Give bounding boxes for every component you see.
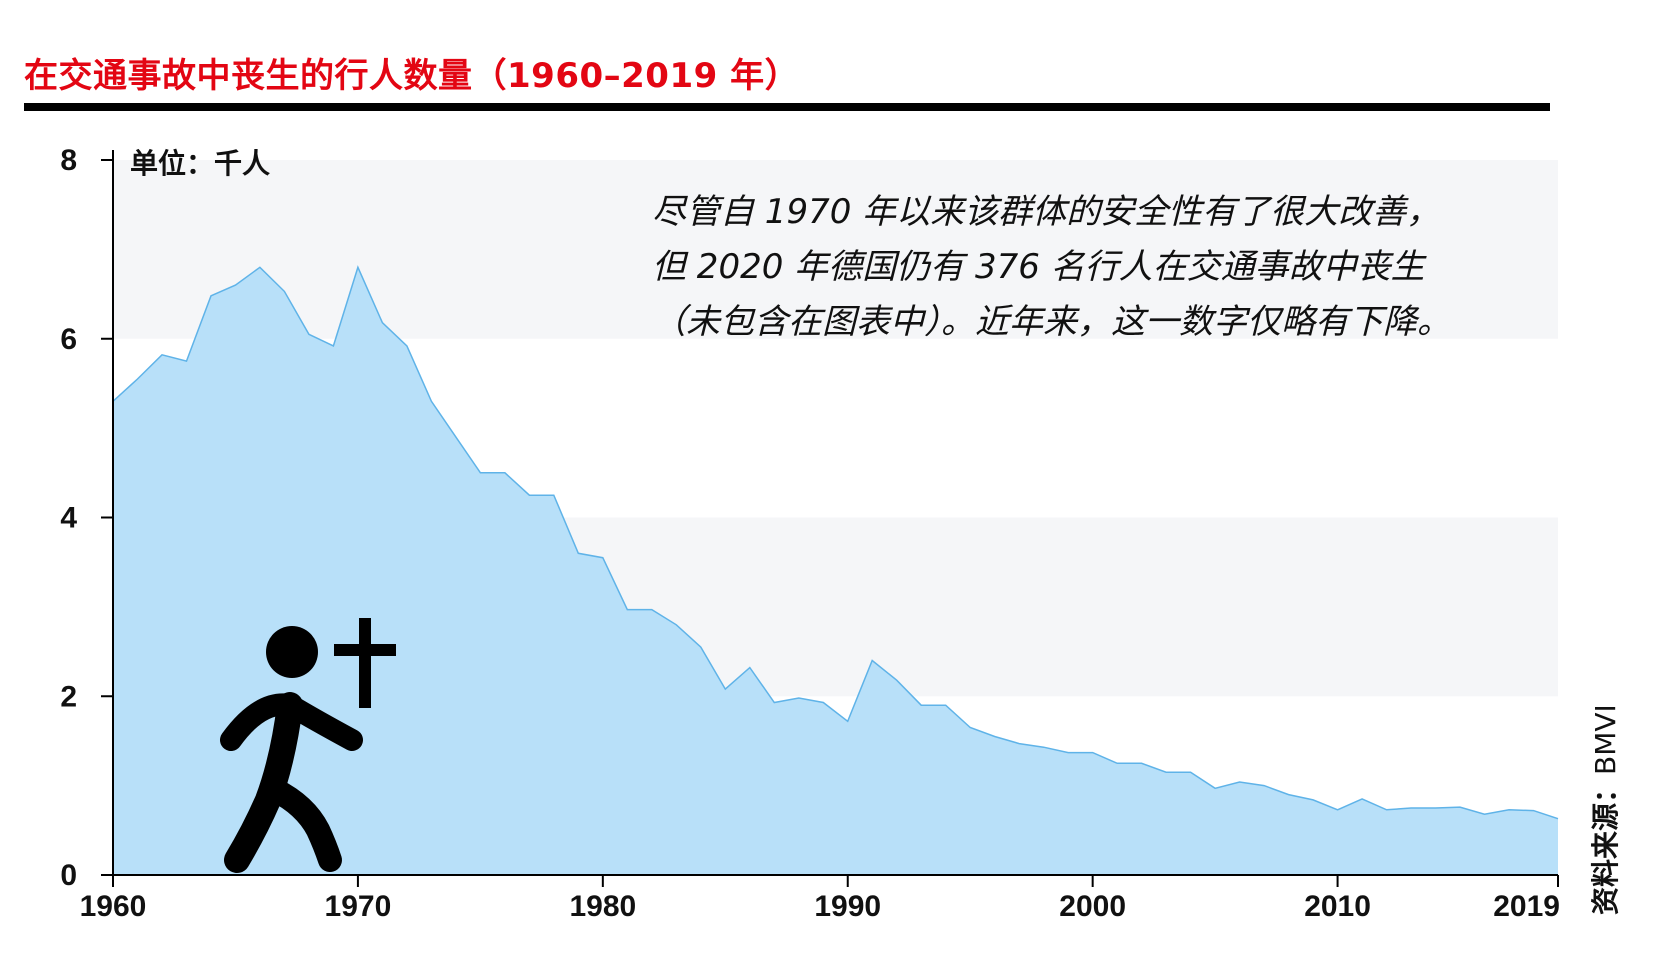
y-tick-labels: 0 2 4 6 8 [60,144,113,892]
title-rule [24,103,1550,111]
y-tick-label: 4 [60,502,77,535]
y-tick-label: 6 [60,323,77,356]
source-value: BMVI [1589,704,1622,775]
y-tick-label: 8 [60,144,77,177]
area-line [112,265,1559,820]
x-tick-label: 1980 [569,890,636,923]
x-tick-label: 1990 [814,890,881,923]
x-tick-label: 2000 [1059,890,1126,923]
annotation-line-3: （未包含在图表中）。近年来，这一数字仅略有下降。 [652,302,1451,342]
x-tick-label: 1960 [80,890,147,923]
annotation-line-1: 尽管自 1970 年以来该群体的安全性有了很大改善， [652,192,1441,232]
x-tick-label: 1970 [325,890,392,923]
source-label: 资料来源： [1589,774,1622,915]
x-tick-label: 2010 [1304,890,1371,923]
area-fill [113,267,1558,875]
walking-person-icon [220,626,363,873]
annotation-text: 尽管自 1970 年以来该群体的安全性有了很大改善， 但 2020 年德国仍有 … [652,185,1512,350]
x-tick-labels: 1960 1970 1980 1990 2000 2010 2019 [80,875,1560,923]
y-tick-label: 2 [60,680,77,713]
cross-icon [334,618,396,708]
annotation-line-2: 但 2020 年德国仍有 376 名行人在交通事故中丧生 [652,247,1425,287]
area-series [112,265,1559,875]
y-tick-label: 0 [60,859,77,892]
source-note: 资料来源：BMVI [1584,704,1624,915]
unit-label: 单位：千人 [130,147,271,180]
chart-title: 在交通事故中丧生的行人数量（1960–2019 年） [24,56,800,96]
axes [112,150,1558,876]
x-tick-label: 2019 [1493,890,1560,923]
